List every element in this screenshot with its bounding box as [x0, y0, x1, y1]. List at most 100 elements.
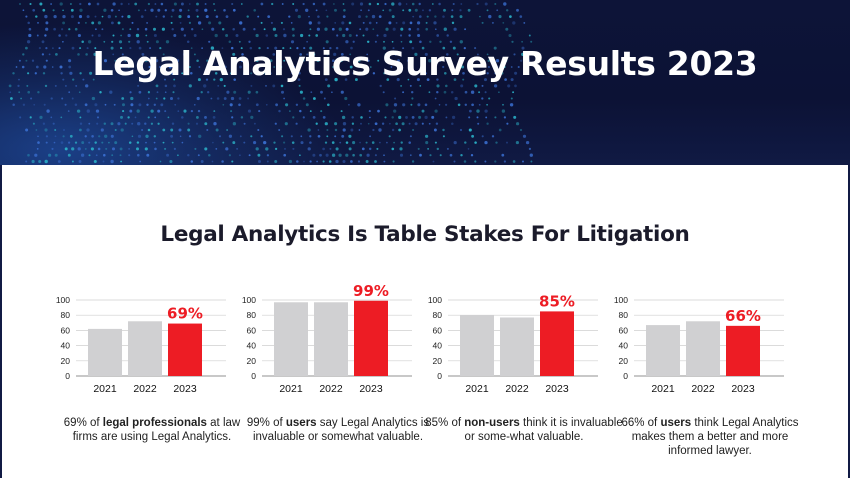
- dot: [44, 159, 48, 164]
- dot: [86, 15, 90, 19]
- dot: [53, 27, 56, 31]
- dot: [355, 34, 358, 37]
- dot: [104, 103, 107, 106]
- dot: [284, 122, 288, 126]
- dot: [200, 160, 204, 163]
- dot: [232, 141, 236, 145]
- dot: [207, 91, 210, 94]
- dot: [366, 153, 370, 157]
- dot: [247, 109, 252, 113]
- dot: [169, 96, 174, 101]
- dot: [331, 91, 333, 94]
- dot: [300, 135, 303, 138]
- dot: [454, 96, 458, 101]
- dot: [82, 78, 85, 81]
- dot: [371, 141, 375, 144]
- dot: [319, 153, 322, 157]
- dot: [210, 46, 215, 50]
- dot: [398, 128, 401, 132]
- dot: [68, 59, 72, 63]
- dot: [297, 14, 301, 19]
- dot: [248, 40, 251, 43]
- dot: [525, 140, 530, 145]
- dot: [239, 65, 242, 69]
- dot: [383, 40, 385, 43]
- dot: [212, 141, 214, 144]
- y-tick-label: 40: [61, 341, 71, 351]
- dot: [279, 53, 282, 56]
- dot: [271, 2, 274, 6]
- dot: [173, 2, 177, 6]
- dot: [446, 34, 449, 37]
- dot: [74, 141, 78, 144]
- dot: [327, 84, 331, 88]
- dot: [367, 9, 370, 12]
- dot: [386, 78, 390, 81]
- dot: [521, 40, 523, 43]
- dot: [446, 53, 449, 56]
- dot: [471, 103, 474, 107]
- dot: [22, 53, 25, 56]
- dot: [273, 66, 276, 68]
- dot: [213, 9, 216, 12]
- dot: [460, 3, 463, 5]
- dot: [50, 116, 53, 119]
- dot: [90, 147, 94, 151]
- dot: [164, 110, 167, 113]
- y-tick-label: 40: [619, 341, 629, 351]
- dot: [110, 21, 114, 25]
- dot: [289, 110, 291, 112]
- chart-panel-4: 0 20 40 60 80 100 2021 2022 2023 66% 66% of users…: [610, 280, 810, 470]
- dot: [71, 160, 74, 163]
- dot: [331, 141, 335, 144]
- dot: [464, 141, 467, 144]
- dot: [164, 91, 167, 94]
- dot: [439, 59, 442, 62]
- dot: [267, 15, 271, 19]
- dot: [274, 147, 278, 151]
- dot: [129, 28, 132, 31]
- dot: [77, 21, 80, 25]
- dot: [138, 66, 141, 68]
- dot: [75, 84, 78, 87]
- dot: [221, 47, 224, 49]
- dot: [206, 59, 209, 62]
- dot: [128, 141, 132, 144]
- caption-lead: 85% of: [425, 417, 465, 429]
- dot: [416, 78, 420, 82]
- dot: [474, 141, 477, 144]
- dot: [291, 72, 293, 75]
- dot: [257, 15, 260, 18]
- dot: [510, 78, 514, 82]
- dot: [137, 122, 141, 126]
- dot: [374, 154, 377, 157]
- dot: [362, 21, 365, 24]
- dot: [435, 122, 439, 125]
- dot: [325, 40, 329, 44]
- dot: [515, 141, 519, 145]
- y-tick-label: 0: [437, 371, 442, 381]
- dot: [469, 109, 472, 113]
- dot: [173, 147, 177, 151]
- dot: [503, 116, 507, 119]
- dot: [138, 103, 142, 107]
- dot-pattern-background: [8, 2, 533, 164]
- dot: [357, 160, 361, 163]
- dot: [414, 72, 417, 75]
- dot: [320, 110, 323, 113]
- dot: [451, 115, 456, 120]
- y-tick-label: 20: [61, 356, 71, 366]
- dot: [188, 21, 191, 24]
- dot: [351, 116, 354, 119]
- dot: [436, 84, 440, 88]
- dot: [348, 134, 352, 138]
- dot: [299, 90, 303, 94]
- dot: [306, 40, 308, 43]
- dot: [445, 103, 448, 106]
- dot: [342, 159, 346, 164]
- dot: [498, 15, 502, 19]
- dot: [333, 52, 337, 57]
- dot: [50, 3, 53, 5]
- dot: [84, 103, 88, 107]
- dot: [190, 72, 193, 75]
